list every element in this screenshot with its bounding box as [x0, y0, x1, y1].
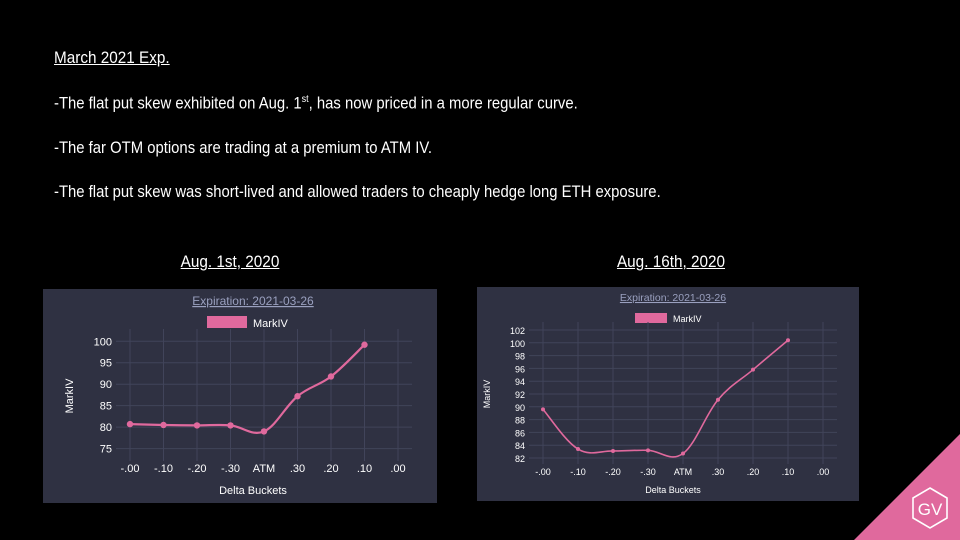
chart-2-panel: Expiration: 2021-03-26 MarkIV 82 84 86 88 90 92…	[477, 287, 859, 501]
chart-1-y-tick-label: 100	[94, 336, 112, 348]
chart-2-legend-swatch	[635, 313, 667, 323]
chart-2-y-tick-label: 90	[515, 403, 525, 413]
chart-1: Expiration: 2021-03-26 MarkIV 75 80 85 90 95 10…	[64, 294, 412, 497]
chart-2-x-tick-label: .00	[817, 467, 830, 477]
chart-1-data-point	[361, 341, 368, 348]
chart-1-data-point	[260, 428, 268, 435]
chart-2-y-tick-label: 92	[515, 390, 525, 400]
logo-text: GV	[918, 500, 943, 519]
chart-2-x-tick-label: -.20	[605, 467, 621, 477]
chart-2-x-tick-label: .10	[782, 467, 795, 477]
logo-triangle	[854, 434, 960, 540]
chart-2-x-tick-label: ATM	[674, 467, 692, 477]
chart-2-data-point	[786, 338, 790, 343]
chart-2-data-point	[646, 448, 650, 453]
chart-2-x-tick-label: .20	[747, 467, 760, 477]
chart-1-y-tick-label: 90	[100, 379, 112, 391]
chart-1-y-tick-label: 80	[100, 422, 112, 434]
chart-2-legend-label: MarkIV	[673, 314, 702, 324]
chart-1-expiration-title: Expiration: 2021-03-26	[192, 294, 314, 308]
chart-2-x-tick-label: -.00	[535, 467, 551, 477]
chart-2-data-point	[751, 367, 755, 372]
chart-1-data-point	[193, 422, 201, 429]
chart-2-x-tick-label: .30	[712, 467, 725, 477]
chart-1-x-tick-label: ATM	[253, 463, 275, 475]
bullet-1-text: -The flat put skew exhibited on Aug. 1	[54, 94, 302, 113]
chart-2-y-tick-label: 98	[515, 352, 525, 362]
chart-1-x-tick-label: .20	[323, 463, 338, 475]
bullet-1: -The flat put skew exhibited on Aug. 1st…	[54, 94, 578, 114]
chart-1-x-axis-label: Delta Buckets	[219, 485, 287, 497]
chart-1-x-tick-label: -.20	[188, 463, 207, 475]
bullet-2: -The far OTM options are trading at a pr…	[54, 139, 433, 157]
chart-1-x-tick-label: .10	[357, 463, 372, 475]
chart-1-legend-label: MarkIV	[253, 318, 289, 330]
chart-1-y-tick-label: 95	[100, 358, 112, 370]
chart-2-x-tick-label: -.30	[640, 467, 656, 477]
chart-1-y-axis-label: MarkIV	[64, 378, 76, 414]
chart-2-y-tick-label: 100	[510, 339, 525, 349]
chart-1-y-tick-label: 75	[100, 444, 112, 456]
chart-1-x-tick-label: .30	[290, 463, 305, 475]
chart-1-data-point	[294, 393, 301, 400]
chart-1-data-point	[126, 420, 134, 428]
chart-1-panel: Expiration: 2021-03-26 MarkIV 75 80 85 90 95 10…	[43, 289, 437, 503]
chart-1-series-line	[129, 343, 366, 434]
chart-2-data-point	[611, 448, 615, 453]
chart-2-y-tick-label: 102	[510, 326, 525, 336]
chart-2-data-point	[681, 451, 685, 456]
chart-2-y-tick-label: 96	[515, 364, 525, 374]
chart-2-data-point	[716, 397, 720, 402]
chart-2-y-tick-label: 82	[515, 454, 525, 464]
chart-1-x-tick-label: -.00	[121, 463, 140, 475]
chart-1-y-tick-label: 85	[100, 401, 112, 413]
chart-1-date-title: Aug. 1st, 2020	[180, 252, 280, 271]
chart-2: Expiration: 2021-03-26 MarkIV 82 84 86 88 90 92…	[482, 292, 837, 495]
chart-2-series-line	[542, 339, 789, 458]
bullet-3: -The flat put skew was short-lived and a…	[54, 183, 661, 201]
chart-2-expiration-title: Expiration: 2021-03-26	[620, 292, 726, 304]
slide-heading: March 2021 Exp.	[54, 48, 170, 67]
chart-1-x-tick-label: -.30	[221, 463, 240, 475]
chart-2-x-axis-label: Delta Buckets	[645, 485, 701, 495]
chart-2-date-title: Aug. 16th, 2020	[616, 252, 726, 271]
chart-1-legend-swatch	[207, 316, 247, 328]
chart-2-y-tick-label: 88	[515, 416, 525, 426]
chart-2-data-point	[576, 447, 580, 452]
chart-1-data-point	[227, 422, 234, 429]
chart-1-data-point	[160, 421, 167, 429]
chart-2-x-tick-label: -.10	[570, 467, 586, 477]
chart-1-data-point	[327, 373, 335, 380]
chart-2-data-point	[541, 407, 545, 412]
gv-logo: GV	[854, 434, 960, 540]
chart-2-y-tick-label: 86	[515, 428, 525, 438]
chart-2-y-tick-label: 84	[515, 441, 525, 451]
chart-2-y-tick-label: 94	[515, 377, 525, 387]
chart-1-x-tick-label: -.10	[154, 463, 173, 475]
bullet-1-text-end: , has now priced in a more regular curve…	[308, 94, 578, 113]
chart-2-y-axis-label: MarkIV	[482, 380, 492, 409]
chart-1-x-tick-label: .00	[390, 463, 405, 475]
logo-hexagon	[912, 487, 948, 529]
bullet-1-superscript: st	[301, 94, 309, 105]
